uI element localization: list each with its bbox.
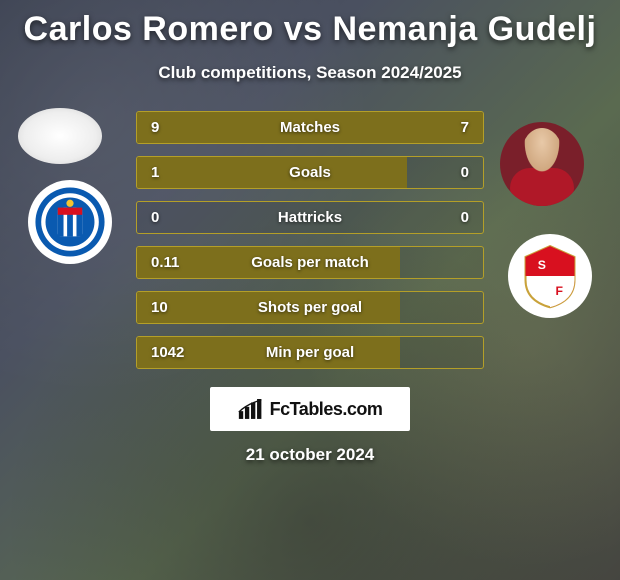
stat-label: Goals per match [207, 254, 413, 271]
stat-row: 1042Min per goal [136, 336, 484, 369]
stat-label: Shots per goal [207, 299, 413, 316]
sevilla-crest-icon: S F [516, 242, 584, 310]
stat-left-value: 0.11 [137, 254, 207, 271]
stat-label: Min per goal [207, 344, 413, 361]
stats-list: 9Matches71Goals00Hattricks00.11Goals per… [136, 111, 484, 369]
svg-text:F: F [555, 284, 563, 298]
branding-text: FcTables.com [270, 399, 383, 420]
club-badge-left [28, 180, 112, 264]
stat-label: Goals [207, 164, 413, 181]
stat-label: Matches [207, 119, 413, 136]
stat-row: 0.11Goals per match [136, 246, 484, 279]
comparison-subtitle: Club competitions, Season 2024/2025 [0, 63, 620, 83]
stat-right-value: 0 [413, 164, 483, 181]
stat-row: 10Shots per goal [136, 291, 484, 324]
stat-left-value: 0 [137, 209, 207, 226]
stat-left-value: 10 [137, 299, 207, 316]
stat-row: 0Hattricks0 [136, 201, 484, 234]
svg-text:S: S [538, 258, 546, 272]
branding-badge: FcTables.com [210, 387, 410, 431]
player-right-avatar [500, 122, 584, 206]
comparison-date: 21 october 2024 [0, 445, 620, 465]
fctables-logo-icon [238, 399, 264, 419]
stat-label: Hattricks [207, 209, 413, 226]
stat-left-value: 9 [137, 119, 207, 136]
stat-row: 1Goals0 [136, 156, 484, 189]
stat-left-value: 1042 [137, 344, 207, 361]
stat-left-value: 1 [137, 164, 207, 181]
stat-row: 9Matches7 [136, 111, 484, 144]
comparison-title: Carlos Romero vs Nemanja Gudelj [0, 0, 620, 49]
stat-right-value: 0 [413, 209, 483, 226]
club-badge-right: S F [508, 234, 592, 318]
stat-right-value: 7 [413, 119, 483, 136]
espanyol-crest-icon [34, 186, 106, 258]
player-left-avatar [18, 108, 102, 164]
